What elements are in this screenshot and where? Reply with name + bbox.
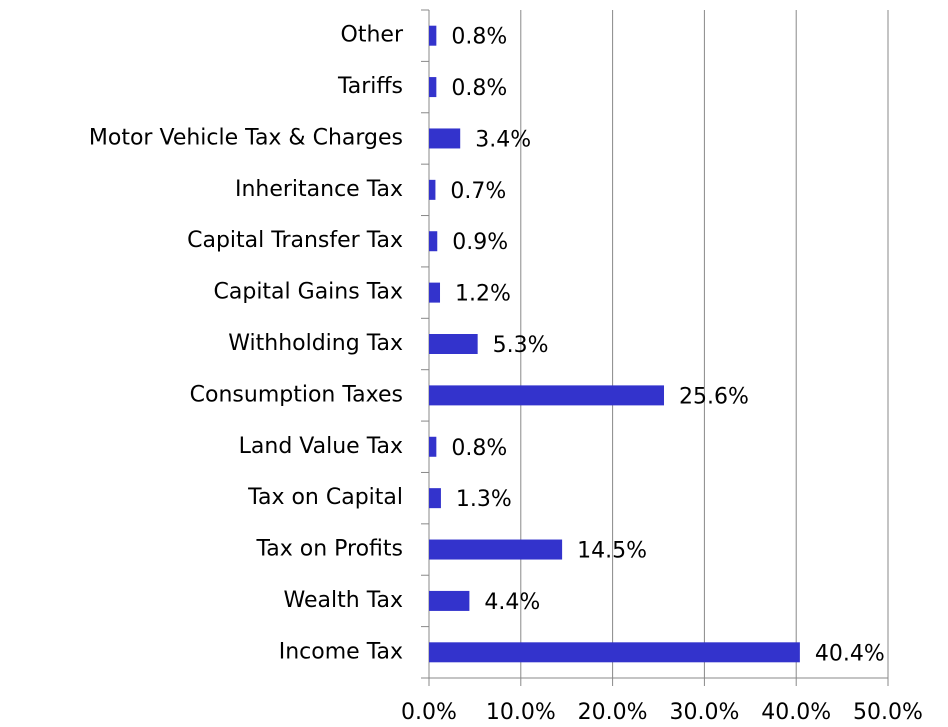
y-tick-label: Land Value Tax — [239, 434, 403, 459]
data-label: 25.6% — [679, 384, 749, 409]
y-tick-label: Income Tax — [279, 639, 403, 664]
bar — [429, 179, 436, 200]
x-tick-label: 50.0% — [853, 700, 923, 725]
bar — [429, 334, 478, 354]
data-label: 0.9% — [452, 230, 508, 255]
data-label: 0.8% — [451, 436, 507, 461]
y-tick-label: Consumption Taxes — [190, 382, 403, 407]
y-tick-label: Capital Transfer Tax — [187, 228, 403, 253]
bar — [429, 590, 470, 611]
bar — [429, 25, 437, 46]
bar — [429, 436, 437, 457]
y-tick-label: Wealth Tax — [284, 588, 403, 613]
x-tick-label: 20.0% — [578, 700, 648, 725]
data-label: 0.8% — [451, 76, 507, 101]
y-tick-label: Inheritance Tax — [235, 177, 403, 202]
bar — [429, 385, 665, 406]
y-tick-label: Tax on Profits — [255, 537, 403, 562]
y-tick-label: Other — [341, 23, 404, 48]
x-tick-label: 30.0% — [669, 700, 739, 725]
x-tick-label: 0.0% — [401, 700, 457, 725]
y-tick-label: Motor Vehicle Tax & Charges — [89, 125, 403, 150]
x-tick-label: 40.0% — [761, 700, 831, 725]
data-label: 5.3% — [493, 333, 549, 358]
y-tick-label: Tax on Capital — [247, 485, 403, 510]
bar — [429, 488, 441, 509]
data-label: 0.8% — [451, 25, 507, 50]
data-label: 14.5% — [577, 539, 647, 564]
data-label: 40.4% — [815, 641, 885, 666]
data-label: 1.2% — [455, 282, 511, 307]
bar — [429, 128, 461, 149]
bar — [429, 642, 800, 663]
data-label: 0.7% — [450, 179, 506, 204]
data-label: 3.4% — [475, 127, 531, 152]
bar — [429, 282, 441, 303]
y-tick-label: Tariffs — [337, 74, 403, 99]
bar — [429, 231, 438, 252]
bar — [429, 539, 563, 560]
y-tick-label: Withholding Tax — [228, 331, 403, 356]
y-tick-label: Capital Gains Tax — [214, 280, 403, 305]
data-label: 1.3% — [456, 487, 512, 512]
x-tick-label: 10.0% — [486, 700, 556, 725]
bar — [429, 77, 437, 98]
data-label: 4.4% — [484, 590, 540, 615]
